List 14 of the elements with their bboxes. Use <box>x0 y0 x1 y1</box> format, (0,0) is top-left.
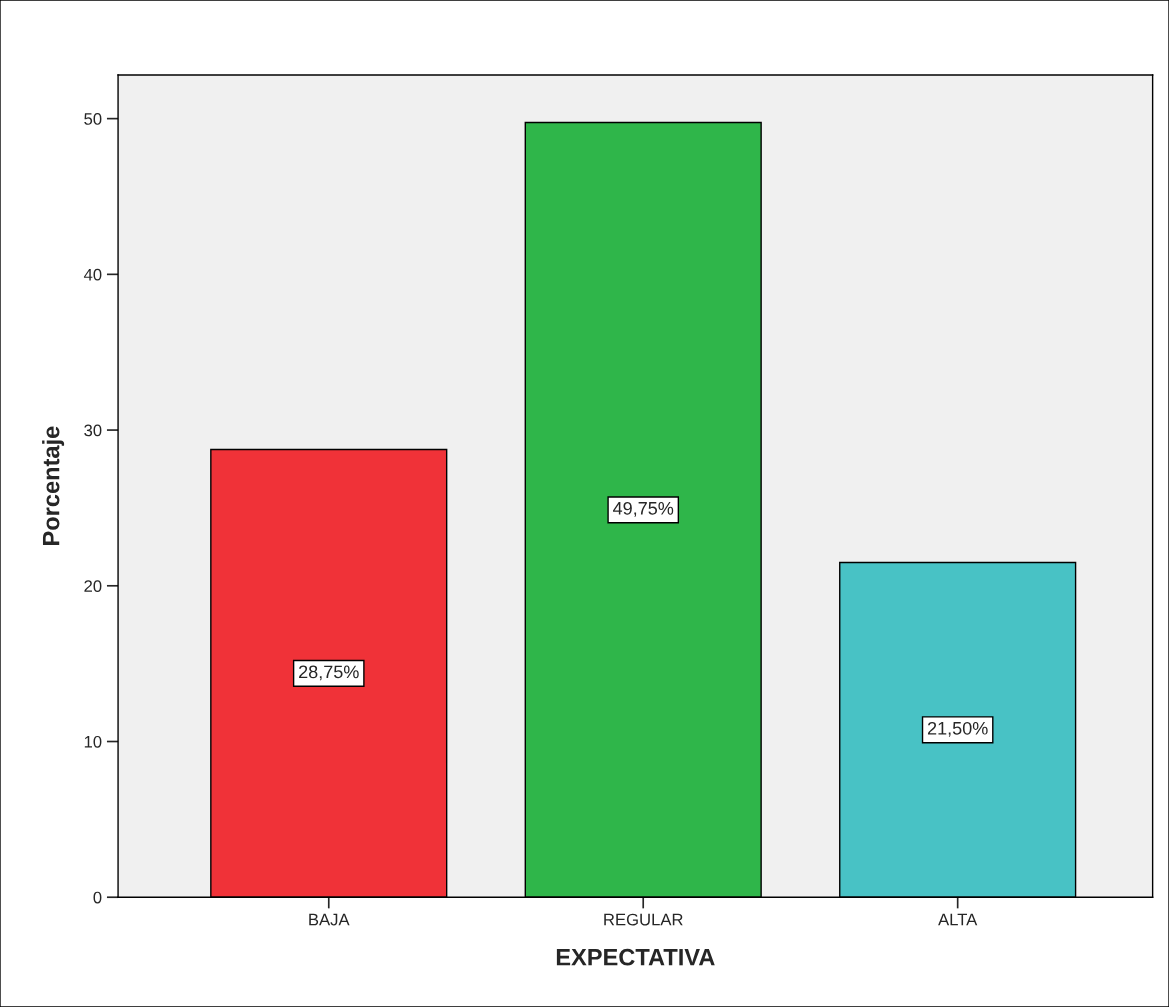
y-tick-label: 40 <box>83 268 102 281</box>
x-tick-label: REGULAR <box>604 913 683 926</box>
y-tick-label: 30 <box>84 424 102 437</box>
y-tick-label: 10 <box>84 735 102 748</box>
data-label: 28,75% <box>299 665 359 681</box>
y-tick-label: 20 <box>84 580 102 592</box>
x-tick-label: BAJA <box>309 913 350 926</box>
data-label: 21,50% <box>927 721 988 737</box>
data-label: 49,75% <box>613 501 674 517</box>
y-axis-title: Porcentaje <box>42 426 65 545</box>
y-tick-label: 50 <box>84 113 102 125</box>
x-axis-title: EXPECTATIVA <box>556 948 715 966</box>
y-tick-label: 0 <box>93 891 102 904</box>
x-tick-label: ALTA <box>938 913 978 926</box>
